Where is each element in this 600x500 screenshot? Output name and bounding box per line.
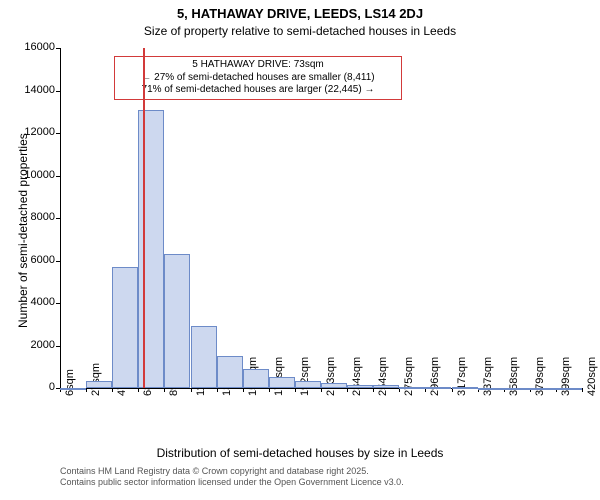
footer-line1: Contains HM Land Registry data © Crown c… (60, 466, 404, 477)
x-tick-mark (138, 388, 139, 392)
y-tick-label: 0 (10, 381, 55, 393)
y-tick-label: 2000 (10, 339, 55, 351)
x-tick-label: 234sqm (351, 357, 363, 396)
x-tick-label: 275sqm (403, 357, 415, 396)
histogram-bar (373, 385, 399, 388)
y-tick-mark (56, 48, 60, 49)
y-tick-label: 12000 (10, 126, 55, 138)
histogram-bar (295, 381, 321, 388)
y-tick-mark (56, 346, 60, 347)
x-tick-mark (373, 388, 374, 392)
x-tick-mark (86, 388, 87, 392)
chart-subtitle: Size of property relative to semi-detach… (0, 24, 600, 38)
y-tick-mark (56, 261, 60, 262)
histogram-bar (269, 377, 295, 388)
histogram-bar (425, 387, 451, 389)
histogram-bar (164, 254, 190, 388)
histogram-bar (556, 388, 582, 390)
y-tick-mark (56, 176, 60, 177)
histogram-bar (86, 381, 112, 388)
x-tick-label: 358sqm (508, 357, 520, 396)
property-marker-line (143, 48, 145, 388)
histogram-bar (452, 387, 478, 389)
annotation-line2: ← 27% of semi-detached houses are smalle… (119, 72, 397, 85)
x-tick-label: 317sqm (456, 357, 468, 396)
x-tick-label: 296sqm (429, 357, 441, 396)
x-tick-mark (191, 388, 192, 392)
x-tick-mark (217, 388, 218, 392)
x-tick-mark (243, 388, 244, 392)
footer-line2: Contains public sector information licen… (60, 477, 404, 488)
y-tick-mark (56, 303, 60, 304)
histogram-bar (321, 383, 347, 388)
x-tick-label: 213sqm (325, 357, 337, 396)
x-tick-label: 379sqm (534, 357, 546, 396)
histogram-bar (60, 388, 86, 390)
footer-attribution: Contains HM Land Registry data © Crown c… (60, 466, 404, 488)
histogram-bar (347, 385, 373, 388)
property-size-histogram: 5, HATHAWAY DRIVE, LEEDS, LS14 2DJ Size … (0, 0, 600, 500)
histogram-bar (399, 387, 425, 389)
y-tick-mark (56, 91, 60, 92)
y-tick-label: 4000 (10, 296, 55, 308)
y-tick-label: 14000 (10, 84, 55, 96)
x-tick-label: 6sqm (64, 369, 76, 396)
annotation-box: 5 HATHAWAY DRIVE: 73sqm ← 27% of semi-de… (114, 56, 402, 100)
x-axis-label: Distribution of semi-detached houses by … (0, 446, 600, 460)
y-tick-label: 10000 (10, 169, 55, 181)
y-tick-mark (56, 133, 60, 134)
histogram-bar (112, 267, 138, 388)
histogram-bar (243, 369, 269, 388)
x-tick-label: 192sqm (299, 357, 311, 396)
chart-title: 5, HATHAWAY DRIVE, LEEDS, LS14 2DJ (0, 6, 600, 21)
x-tick-label: 337sqm (482, 357, 494, 396)
histogram-bar (191, 326, 217, 388)
x-tick-label: 254sqm (377, 357, 389, 396)
histogram-bar (504, 388, 530, 390)
annotation-line3: 71% of semi-detached houses are larger (… (119, 84, 397, 97)
histogram-bar (138, 110, 164, 388)
histogram-bar (478, 388, 504, 390)
histogram-bar (530, 388, 556, 390)
x-tick-label: 27sqm (90, 363, 102, 396)
x-tick-mark (347, 388, 348, 392)
x-tick-mark (164, 388, 165, 392)
x-tick-mark (269, 388, 270, 392)
annotation-line1: 5 HATHAWAY DRIVE: 73sqm (119, 59, 397, 72)
x-tick-label: 399sqm (560, 357, 572, 396)
y-tick-mark (56, 218, 60, 219)
y-tick-label: 8000 (10, 211, 55, 223)
y-tick-label: 6000 (10, 254, 55, 266)
x-tick-mark (295, 388, 296, 392)
x-tick-mark (112, 388, 113, 392)
x-tick-mark (399, 388, 400, 392)
x-tick-label: 420sqm (586, 357, 598, 396)
x-tick-mark (582, 388, 583, 392)
x-tick-mark (321, 388, 322, 392)
histogram-bar (217, 356, 243, 388)
y-tick-label: 16000 (10, 41, 55, 53)
